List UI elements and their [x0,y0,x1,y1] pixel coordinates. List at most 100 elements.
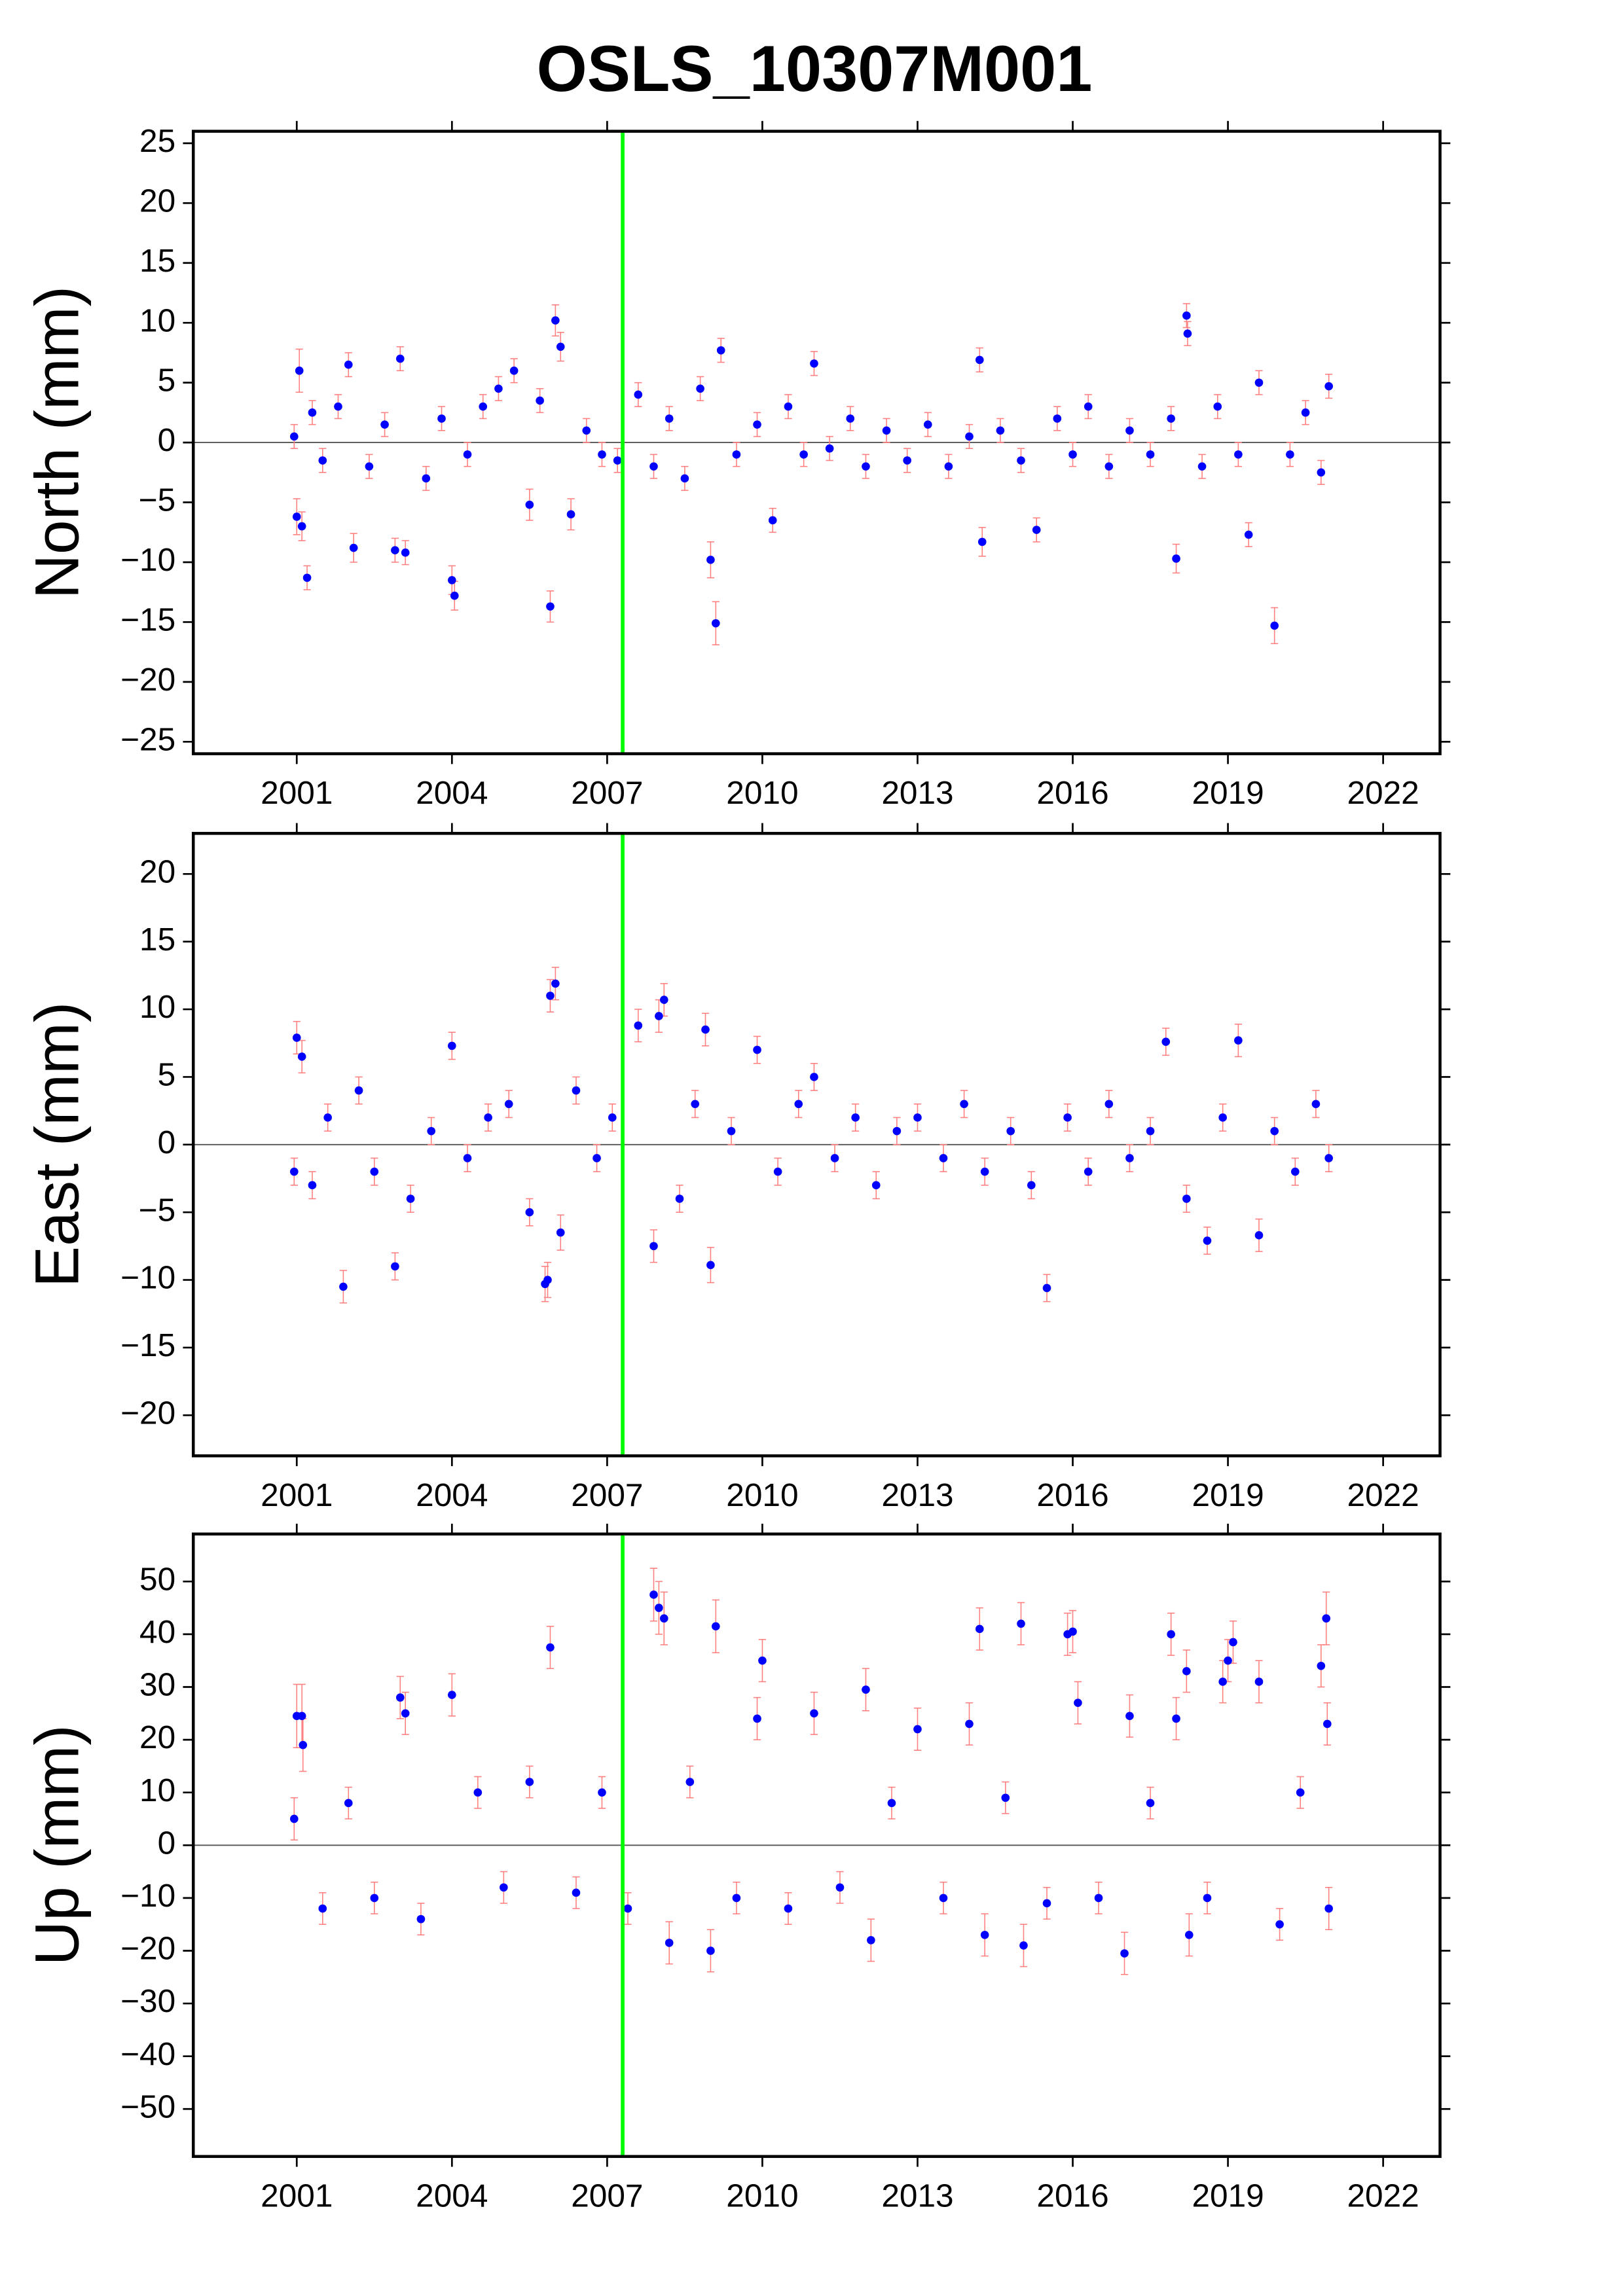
y-tick-label: −25 [120,721,175,757]
data-point [525,500,534,509]
data-point [334,402,342,411]
data-point [696,384,704,393]
data-point [939,1893,948,1903]
x-tick-label: 2010 [726,2177,798,2214]
data-point [344,1799,353,1808]
data-point [536,396,544,405]
data-point [395,354,405,363]
data-point [1042,1899,1051,1908]
data-point [1146,450,1155,459]
data-point [753,1714,761,1723]
data-point [675,1194,684,1203]
data-point [655,1604,663,1612]
data-point [649,462,658,471]
y-axis-label: North (mm) [23,286,92,599]
data-point [598,450,606,459]
y-tick-label: −5 [139,1191,176,1228]
data-point [551,316,560,325]
data-point [706,556,715,564]
chart-title: OSLS_10307M001 [537,33,1093,105]
data-point [1218,1113,1227,1122]
data-point [448,1691,456,1699]
y-tick-label: −30 [120,1982,175,2019]
data-point [665,1939,674,1947]
data-point [292,512,301,521]
data-point [960,1100,968,1109]
data-point [862,1685,870,1694]
data-point [655,1012,663,1020]
data-point [1218,1677,1227,1686]
x-tick-label: 2007 [571,2177,643,2214]
data-point [1104,1100,1114,1109]
data-point [903,456,911,465]
data-point [582,426,591,435]
data-point [292,1033,301,1042]
data-point [370,1167,379,1176]
data-point [1006,1126,1015,1136]
data-point [406,1194,415,1203]
data-point [543,1276,552,1284]
data-point [1203,1236,1212,1245]
y-tick-label: 5 [158,362,176,399]
y-tick-label: 30 [139,1666,175,1703]
data-point [1001,1793,1010,1803]
data-point [846,414,855,423]
data-point [1234,450,1243,459]
data-point [753,420,761,429]
data-point [784,402,793,411]
data-point [996,426,1005,435]
data-point [500,1883,508,1892]
data-point [1254,1231,1264,1240]
data-point [980,1930,989,1939]
data-point [1322,1719,1332,1729]
data-point [290,1167,299,1176]
data-point [623,1904,632,1913]
data-point [391,546,399,555]
data-point [965,432,974,441]
data-point [1311,1100,1321,1109]
y-tick-label: −10 [120,1877,175,1914]
data-point [1254,378,1264,387]
data-point [1270,1126,1279,1136]
x-tick-label: 2019 [1192,1477,1264,1513]
data-point [391,1262,399,1271]
y-tick-label: −40 [120,2036,175,2072]
plot-area [193,833,1440,1456]
y-tick-label: 20 [139,182,175,219]
x-tick-label: 2022 [1347,1477,1419,1513]
y-tick-label: 40 [139,1613,175,1650]
plot-area [193,131,1440,754]
data-point [706,1946,715,1955]
data-point [851,1113,860,1122]
x-tick-label: 2001 [261,774,333,811]
data-point [295,367,304,375]
data-point [810,1073,818,1081]
panel: 2001 2004 2007 2010 2013 2016 2019 2022−25−20−1… [23,120,1451,811]
data-point [1185,1930,1194,1939]
data-point [1017,456,1025,465]
data-point [1286,450,1294,459]
y-tick-label: 15 [139,921,175,958]
data-point [1224,1656,1232,1665]
y-tick-label: 50 [139,1560,175,1597]
data-point [1183,329,1192,338]
data-point [1324,1154,1333,1162]
data-point [1275,1920,1284,1929]
data-point [965,1719,974,1729]
data-point [546,1643,555,1652]
x-tick-label: 2007 [571,1477,643,1513]
plot-area [193,1534,1440,2157]
data-point [551,979,560,988]
data-point [1324,1904,1333,1913]
data-point [416,1914,426,1924]
data-point [1068,1627,1077,1636]
data-point [1125,1154,1134,1162]
data-point [323,1113,332,1122]
data-point [566,510,575,519]
x-tick-label: 2004 [416,2177,488,2214]
data-point [680,474,689,483]
data-point [1017,1619,1025,1628]
data-point [980,1167,989,1176]
data-point [1146,1126,1155,1136]
